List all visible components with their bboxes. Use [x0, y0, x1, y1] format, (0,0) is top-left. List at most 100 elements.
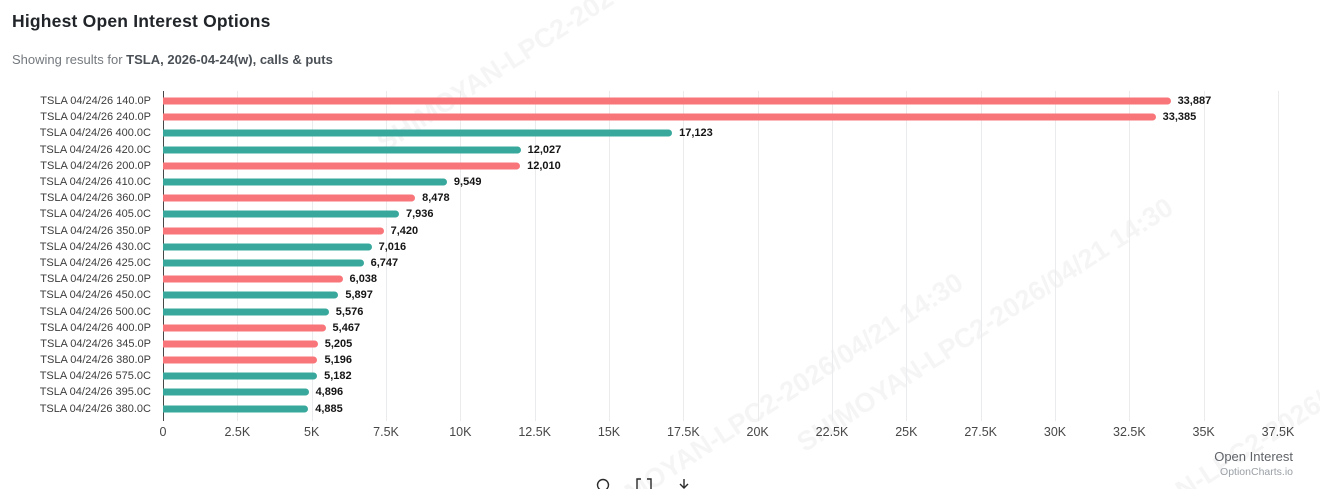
oi-bar-put[interactable]	[163, 97, 1171, 105]
x-tick-label: 30K	[1043, 425, 1067, 439]
value-label: 5,196	[324, 354, 353, 367]
gridline	[534, 91, 536, 421]
oi-bar-call[interactable]	[163, 259, 364, 267]
oi-bar-call[interactable]	[163, 243, 372, 251]
oi-bar-put[interactable]	[163, 162, 521, 170]
bar-track: 12,010	[163, 158, 1278, 174]
bar-track: 7,420	[163, 223, 1278, 239]
category-label: TSLA 04/24/26 575.0C	[39, 370, 151, 383]
category-label: TSLA 04/24/26 360.0P	[40, 192, 151, 205]
gridline	[906, 91, 908, 421]
category-label: TSLA 04/24/26 430.0C	[39, 240, 151, 253]
oi-bar-call[interactable]	[163, 178, 447, 186]
oi-bar-call[interactable]	[163, 388, 309, 396]
brand-label[interactable]: OptionCharts.io	[1220, 466, 1293, 478]
bar-row: TSLA 04/24/26 250.0P 6,038	[0, 271, 1320, 287]
value-label: 12,010	[527, 159, 561, 172]
oi-bar-put[interactable]	[163, 324, 326, 332]
x-tick-label: 35K	[1192, 425, 1215, 439]
category-label: TSLA 04/24/26 395.0C	[39, 386, 151, 399]
category-label: TSLA 04/24/26 250.0P	[40, 273, 151, 286]
oi-bar-put[interactable]	[163, 356, 318, 364]
gridline	[757, 91, 759, 421]
x-tick-label: 37.5K	[1261, 425, 1295, 439]
oi-bar-put[interactable]	[163, 194, 416, 202]
bar-track: 7,016	[163, 239, 1278, 255]
bar-track: 6,038	[163, 271, 1278, 287]
value-label: 33,385	[1162, 111, 1197, 124]
oi-bar-call[interactable]	[163, 146, 521, 154]
subtitle-prefix: Showing results for	[12, 52, 127, 67]
gridline	[980, 91, 982, 421]
bar-track: 5,205	[163, 336, 1278, 352]
category-label: TSLA 04/24/26 380.0C	[39, 402, 151, 415]
x-tick-label: 7.5K	[373, 425, 399, 439]
oi-bar-call[interactable]	[163, 372, 318, 380]
bar-track: 5,467	[163, 320, 1278, 336]
oi-bar-call[interactable]	[163, 210, 399, 218]
x-tick-label: 0	[159, 425, 167, 439]
oi-bar-put[interactable]	[163, 227, 384, 235]
x-tick-label: 17.5K	[666, 425, 700, 439]
category-label: TSLA 04/24/26 405.0C	[39, 208, 151, 221]
chart-rows: TSLA 04/24/26 140.0P 33,887 TSLA 04/24/26 …	[0, 93, 1320, 417]
bar-row: TSLA 04/24/26 140.0P 33,887	[0, 93, 1320, 109]
value-label: 7,420	[390, 224, 419, 237]
oi-bar-put[interactable]	[163, 113, 1156, 121]
oi-bar-call[interactable]	[163, 129, 673, 137]
bar-row: TSLA 04/24/26 405.0C 7,936	[0, 206, 1320, 222]
x-axis-title: Open Interest	[1214, 449, 1293, 464]
oi-bar-put[interactable]	[163, 275, 343, 283]
value-label: 17,123	[679, 127, 713, 140]
bar-track: 9,549	[163, 174, 1278, 190]
bar-row: TSLA 04/24/26 350.0P 7,420	[0, 223, 1320, 239]
oi-bar-call[interactable]	[163, 308, 329, 316]
x-tick-label: 12.5K	[518, 425, 551, 439]
category-label: TSLA 04/24/26 400.0C	[39, 127, 151, 140]
bar-track: 33,385	[163, 109, 1278, 125]
x-tick-label: 5K	[304, 425, 320, 439]
bar-track: 7,936	[163, 206, 1278, 222]
value-label: 12,027	[527, 143, 562, 156]
value-label: 7,936	[405, 208, 434, 221]
x-tick-label: 10K	[449, 425, 472, 439]
page-title: Highest Open Interest Options	[12, 11, 271, 31]
box-select-icon[interactable]	[636, 478, 652, 489]
value-label: 33,887	[1177, 95, 1212, 108]
chart-toolbar	[596, 478, 692, 489]
x-tick-label: 32.5K	[1112, 425, 1146, 439]
gridline	[609, 91, 610, 421]
bar-track: 33,887	[163, 93, 1278, 109]
category-label: TSLA 04/24/26 200.0P	[40, 159, 151, 172]
bar-row: TSLA 04/24/26 240.0P 33,385	[0, 109, 1320, 125]
gridline	[237, 91, 239, 421]
bar-chart: TSLA 04/24/26 140.0P 33,887 TSLA 04/24/26 …	[0, 91, 1320, 451]
value-label: 6,747	[370, 256, 399, 269]
bar-row: TSLA 04/24/26 395.0C 4,896	[0, 384, 1320, 400]
gridline	[460, 91, 462, 421]
gridline	[832, 91, 833, 421]
bar-row: TSLA 04/24/26 420.0C 12,027	[0, 142, 1320, 158]
x-axis: 0 2.5K 5K 7.5K 10K 12.5K 15K 17.5K 20K 22.5K 25K 27…	[159, 425, 1295, 445]
oi-bar-call[interactable]	[163, 405, 309, 413]
value-label: 5,205	[324, 337, 353, 350]
bar-track: 6,747	[163, 255, 1278, 271]
bar-row: TSLA 04/24/26 345.0P 5,205	[0, 336, 1320, 352]
oi-bar-put[interactable]	[163, 340, 318, 348]
value-label: 5,576	[335, 305, 364, 318]
category-label: TSLA 04/24/26 500.0C	[39, 305, 151, 318]
gridline	[1055, 91, 1056, 421]
x-tick-label: 22.5K	[815, 425, 849, 439]
category-label: TSLA 04/24/26 410.0C	[39, 176, 151, 189]
bar-track: 5,196	[163, 352, 1278, 368]
bar-row: TSLA 04/24/26 410.0C 9,549	[0, 174, 1320, 190]
value-label: 5,897	[345, 289, 373, 302]
gridline	[1129, 91, 1131, 421]
bar-row: TSLA 04/24/26 425.0C 6,747	[0, 255, 1320, 271]
bar-row: TSLA 04/24/26 200.0P 12,010	[0, 158, 1320, 174]
bar-row: TSLA 04/24/26 380.0C 4,885	[0, 401, 1320, 417]
zoom-icon[interactable]	[596, 478, 612, 489]
x-tick-label: 15K	[597, 425, 621, 439]
oi-bar-call[interactable]	[163, 291, 339, 299]
save-image-icon[interactable]	[676, 478, 692, 489]
